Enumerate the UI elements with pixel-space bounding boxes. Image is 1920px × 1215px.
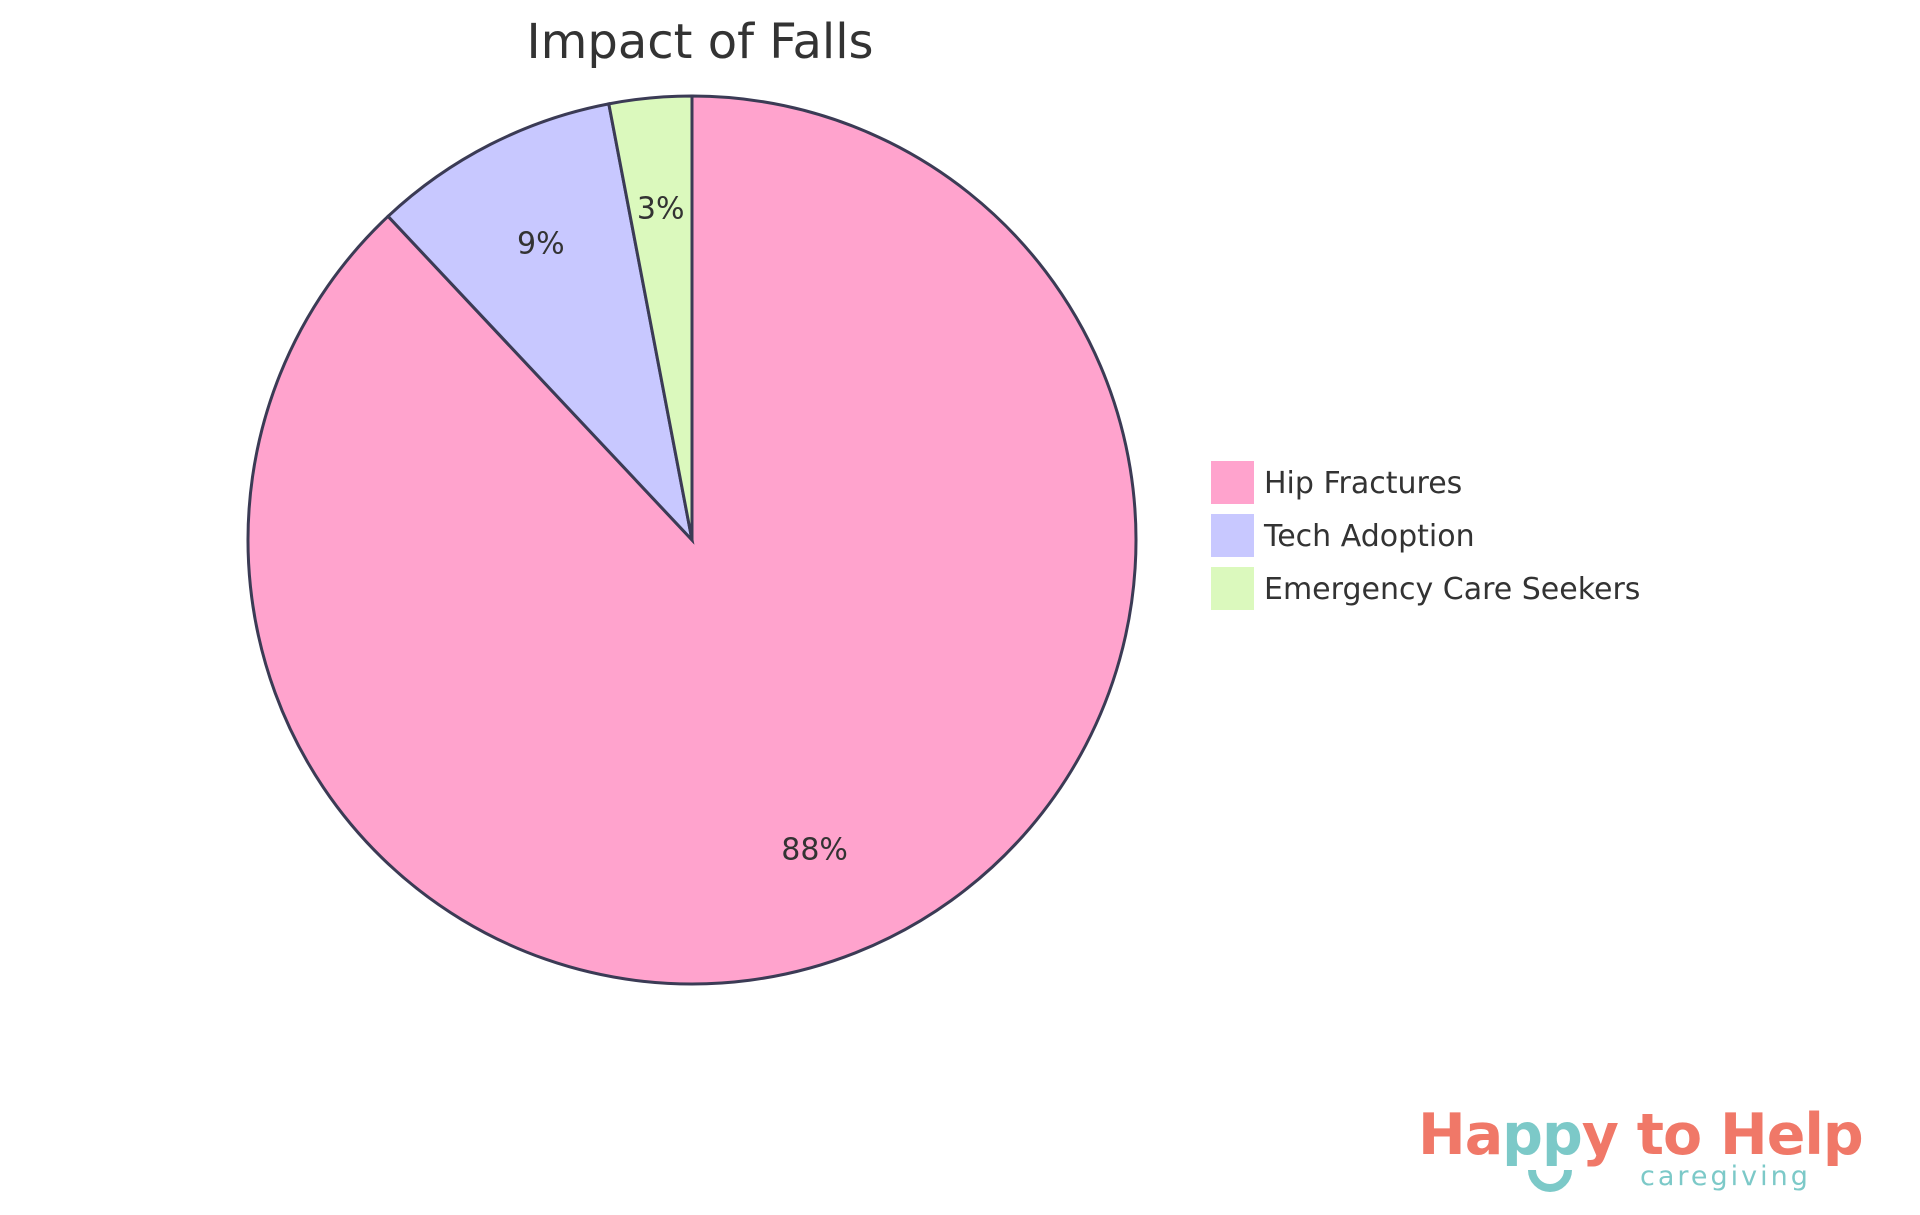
legend-label-tech-adoption: Tech Adoption	[1263, 519, 1475, 554]
happy-to-help-logo: Happy to Help caregiving	[1418, 1100, 1888, 1210]
legend-item-tech-adoption: Tech Adoption	[1209, 512, 1475, 559]
slice-label-hip-fractures: 88%	[781, 833, 848, 868]
slice-label-emergency-care-seekers: 3%	[637, 191, 685, 226]
legend-label-emergency-care-seekers: Emergency Care Seekers	[1264, 572, 1640, 607]
logo-subtitle: caregiving	[1640, 1161, 1811, 1192]
logo-text-ha: Ha	[1418, 1102, 1503, 1168]
slice-label-tech-adoption: 9%	[517, 226, 565, 261]
logo-text-pp: pp	[1502, 1102, 1583, 1168]
legend: Hip Fractures Tech Adoption Emergency Ca…	[1209, 459, 1640, 612]
pie-slices	[246, 94, 1138, 986]
pie-slice-tech-adoption	[385, 102, 695, 545]
pie-slice-emergency-care-seekers	[607, 94, 694, 541]
legend-swatch-hip-fractures	[1209, 459, 1256, 506]
legend-item-emergency-care-seekers: Emergency Care Seekers	[1209, 565, 1640, 612]
legend-swatch-emergency-care-seekers	[1209, 565, 1256, 612]
legend-label-hip-fractures: Hip Fractures	[1264, 466, 1462, 501]
logo-wordmark: Happy to Help	[1418, 1100, 1864, 1170]
legend-swatch-tech-adoption	[1209, 512, 1256, 559]
smile-icon	[1528, 1169, 1572, 1192]
chart-title: Impact of Falls	[526, 14, 873, 70]
legend-item-hip-fractures: Hip Fractures	[1209, 459, 1462, 506]
logo-text-rest: y to Help	[1581, 1102, 1864, 1168]
pie-slice-labels: 88% 9% 3%	[517, 191, 848, 867]
